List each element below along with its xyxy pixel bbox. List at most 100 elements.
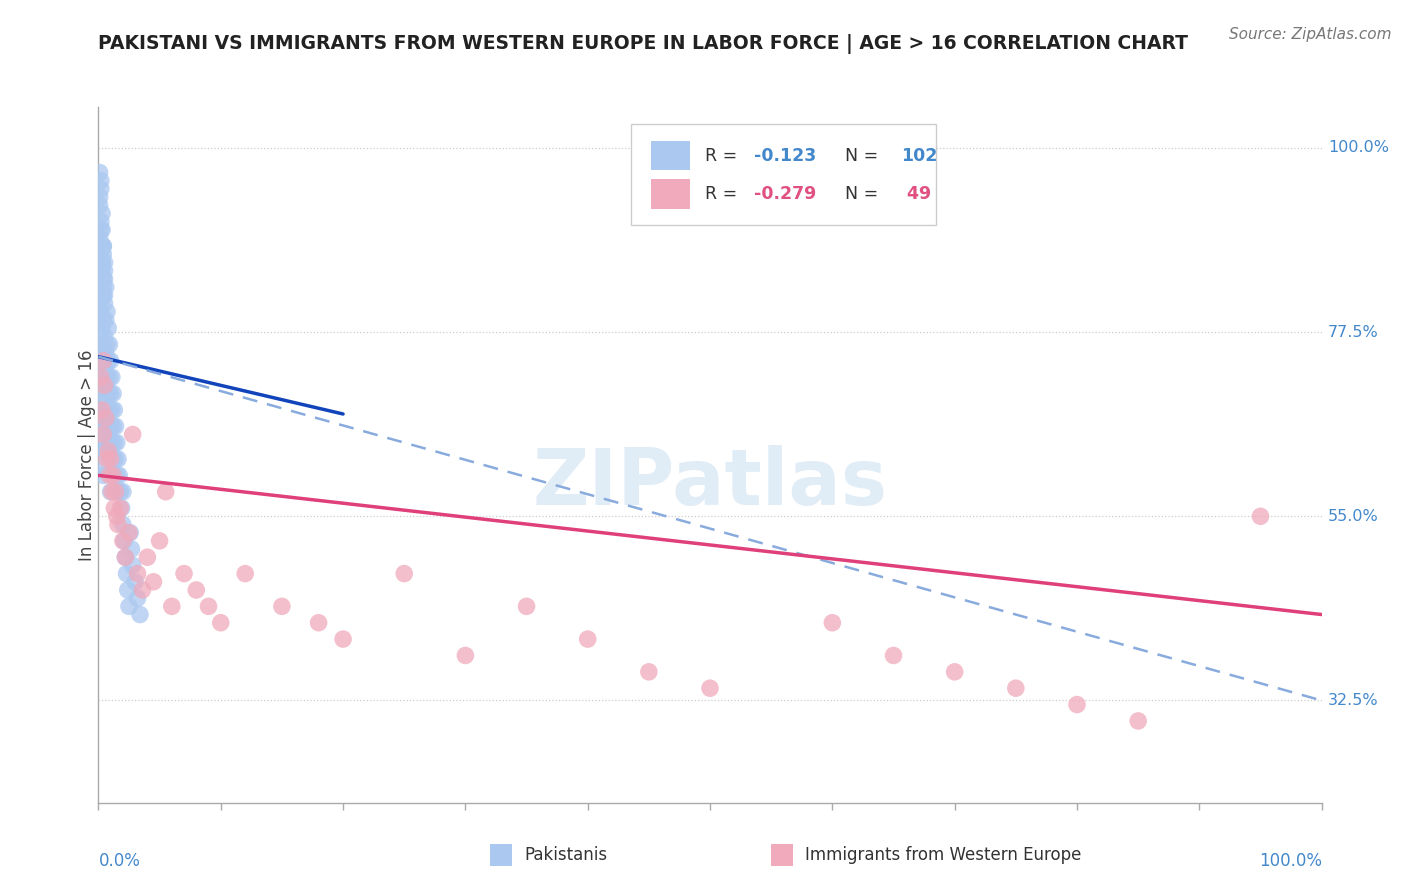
Point	[91, 419, 114, 434]
Point	[89, 165, 111, 179]
Point	[91, 345, 114, 359]
Point	[129, 607, 152, 622]
Point	[93, 264, 115, 278]
Point	[96, 403, 118, 417]
Point	[103, 403, 125, 417]
Point	[111, 533, 134, 548]
Text: ZIPatlas: ZIPatlas	[533, 445, 887, 521]
Point	[110, 484, 132, 499]
Point	[308, 615, 330, 630]
Text: 100.0%: 100.0%	[1327, 140, 1389, 155]
Point	[101, 468, 124, 483]
Point	[332, 632, 354, 646]
Point	[97, 386, 120, 401]
Point	[91, 411, 114, 425]
Point	[91, 353, 114, 368]
FancyBboxPatch shape	[651, 179, 690, 209]
Text: -0.123: -0.123	[754, 147, 817, 165]
Point	[97, 321, 120, 335]
Point	[91, 255, 114, 269]
Point	[89, 370, 111, 384]
Point	[91, 403, 114, 417]
Point	[392, 566, 416, 581]
Point	[89, 403, 111, 417]
Text: 100.0%: 100.0%	[1258, 852, 1322, 870]
FancyBboxPatch shape	[772, 844, 793, 866]
Point	[93, 378, 115, 392]
Point	[91, 239, 114, 253]
Point	[90, 337, 112, 351]
Point	[91, 247, 114, 261]
Point	[1128, 714, 1150, 728]
Point	[105, 509, 128, 524]
Point	[186, 582, 208, 597]
Point	[111, 517, 134, 532]
Point	[104, 452, 127, 467]
Point	[1004, 681, 1026, 696]
Point	[111, 484, 134, 499]
Text: Pakistanis: Pakistanis	[524, 846, 607, 864]
Point	[209, 615, 232, 630]
Point	[93, 362, 115, 376]
Point	[91, 223, 114, 237]
FancyBboxPatch shape	[630, 124, 936, 226]
Point	[101, 419, 124, 434]
Point	[93, 255, 115, 269]
Point	[121, 558, 143, 573]
FancyBboxPatch shape	[651, 141, 690, 170]
Point	[91, 272, 114, 286]
Point	[91, 288, 114, 302]
Point	[142, 574, 165, 589]
Point	[197, 599, 219, 614]
Point	[97, 443, 120, 458]
Point	[97, 353, 120, 368]
Point	[96, 304, 118, 318]
Point	[101, 403, 124, 417]
Point	[98, 370, 121, 384]
Point	[90, 272, 112, 286]
Point	[93, 288, 115, 302]
Point	[91, 264, 114, 278]
Point	[117, 582, 139, 597]
Point	[233, 566, 256, 581]
Point	[107, 484, 129, 499]
Point	[576, 632, 599, 646]
Text: 49: 49	[901, 185, 931, 203]
Point	[100, 484, 122, 499]
Point	[101, 452, 124, 467]
Point	[97, 419, 120, 434]
Point	[96, 337, 118, 351]
Point	[107, 452, 129, 467]
Text: N =: N =	[834, 147, 883, 165]
Point	[112, 533, 135, 548]
Point	[90, 182, 112, 196]
Point	[454, 648, 477, 663]
Text: N =: N =	[834, 185, 883, 203]
Point	[100, 386, 122, 401]
Point	[111, 501, 134, 516]
Point	[173, 566, 195, 581]
Point	[101, 386, 124, 401]
Point	[124, 574, 146, 589]
Point	[110, 501, 132, 516]
Point	[94, 411, 117, 425]
Point	[89, 190, 111, 204]
Point	[90, 174, 112, 188]
Point	[131, 582, 153, 597]
Point	[93, 427, 115, 442]
Point	[96, 435, 118, 450]
Point	[118, 525, 141, 540]
Point	[89, 198, 111, 212]
Text: R =: R =	[706, 147, 742, 165]
Text: Immigrants from Western Europe: Immigrants from Western Europe	[806, 846, 1081, 864]
Point	[91, 427, 114, 442]
Text: 102: 102	[901, 147, 938, 165]
Point	[94, 345, 117, 359]
Point	[94, 378, 117, 392]
Point	[104, 419, 127, 434]
Point	[90, 370, 112, 384]
Point	[94, 313, 117, 327]
Point	[91, 468, 114, 483]
Point	[98, 468, 121, 483]
Point	[93, 394, 115, 409]
